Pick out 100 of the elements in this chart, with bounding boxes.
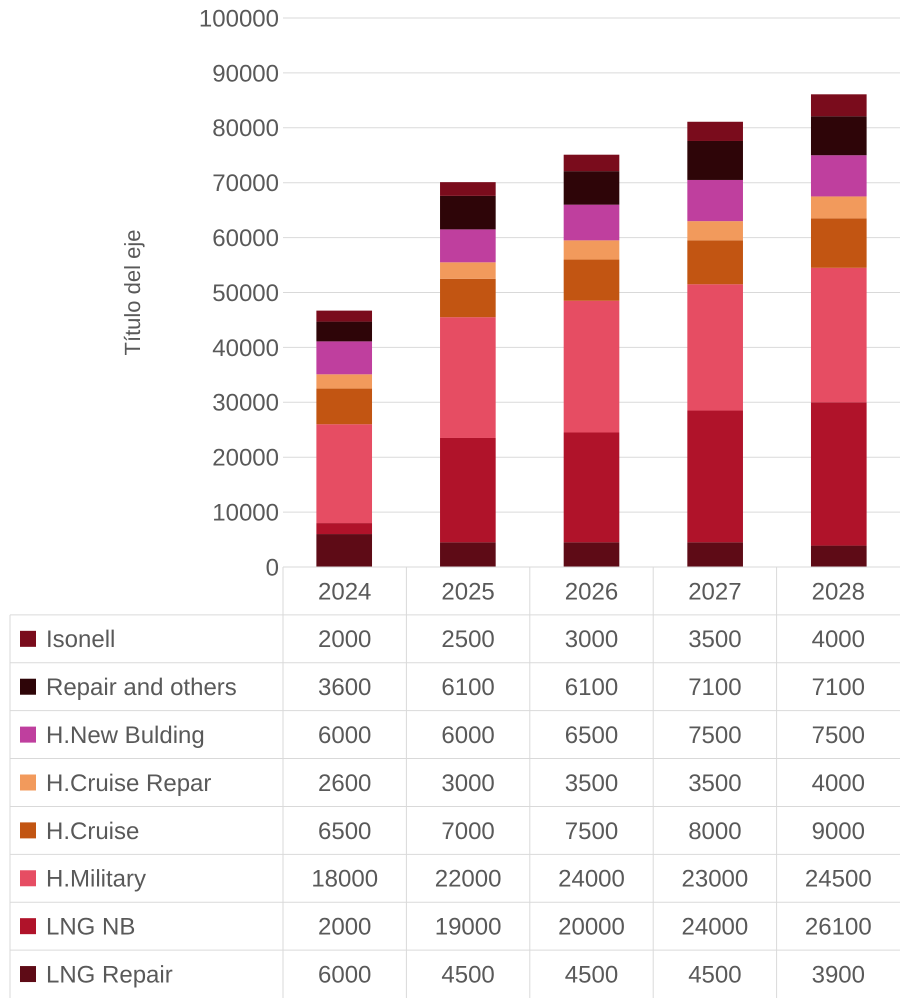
data-label: 4000 [812, 626, 865, 654]
bar [564, 432, 620, 542]
data-label: 2000 [318, 914, 372, 941]
bar [810, 196, 867, 218]
x-tick-label: 2026 [564, 578, 618, 606]
bar [316, 388, 372, 424]
bar [810, 268, 867, 402]
data-label: 24000 [682, 914, 748, 941]
bar [810, 94, 867, 116]
bar [564, 300, 620, 432]
data-label: 24000 [558, 866, 625, 893]
data-label: 3500 [688, 626, 742, 654]
data-label: 24500 [804, 866, 872, 893]
x-tick-label: 2027 [688, 578, 742, 606]
bar [440, 317, 496, 438]
bar [316, 374, 372, 389]
data-label: 4000 [812, 770, 865, 797]
bar [564, 260, 620, 301]
data-label: 4500 [688, 961, 742, 988]
y-tick-label: 20000 [212, 444, 279, 472]
data-label: 3500 [564, 770, 618, 797]
bar [564, 154, 620, 172]
data-label: 7100 [812, 674, 865, 702]
bar [687, 122, 743, 141]
legend-label: H.Military [46, 866, 146, 893]
data-label: 3900 [812, 961, 865, 988]
bar [316, 424, 372, 524]
data-label: 4500 [441, 961, 495, 988]
x-tick-label: 2028 [812, 578, 865, 606]
data-label: 7100 [688, 674, 742, 702]
data-label: 9000 [812, 818, 865, 845]
data-label: 3000 [564, 626, 618, 654]
bar [687, 240, 743, 284]
bar [440, 196, 496, 230]
legend-label: H.Cruise [46, 818, 140, 845]
data-label: 7500 [812, 722, 865, 750]
bar [687, 180, 743, 222]
data-label: 7000 [441, 818, 495, 845]
data-label: 6000 [318, 961, 372, 988]
bar [440, 542, 496, 567]
bar [316, 341, 372, 374]
bar [687, 221, 743, 240]
bar [564, 240, 620, 260]
y-tick-label: 90000 [212, 60, 279, 88]
legend-label: H.New Bulding [46, 722, 205, 750]
data-label: 22000 [434, 866, 502, 893]
data-label: 20000 [558, 914, 625, 941]
bar [440, 438, 496, 542]
bar [687, 284, 743, 411]
data-label: 6000 [318, 722, 372, 750]
legend-label: Repair and others [46, 674, 237, 702]
bar [687, 542, 743, 567]
legend-label: LNG Repair [46, 961, 173, 988]
y-tick-label: 60000 [212, 225, 279, 252]
data-label: 18000 [311, 866, 378, 893]
data-label: 6500 [318, 818, 372, 845]
bar [687, 140, 743, 180]
data-label: 6000 [441, 722, 495, 750]
data-label: 3500 [688, 770, 742, 797]
data-label: 2500 [441, 626, 495, 654]
bar [440, 182, 496, 196]
y-tick-label: 40000 [212, 334, 279, 362]
y-tick-label: 100000 [198, 5, 279, 32]
legend-label: LNG NB [46, 914, 136, 941]
data-label: 2000 [318, 626, 372, 654]
data-label: 6100 [441, 674, 495, 702]
y-tick-label: 50000 [212, 280, 279, 307]
data-label: 4500 [564, 961, 618, 988]
bar [316, 523, 372, 534]
bar [440, 278, 496, 318]
bar [810, 402, 867, 546]
y-tick-label: 70000 [212, 170, 279, 198]
data-label: 26100 [804, 914, 872, 941]
data-label: 7500 [688, 722, 742, 750]
bar [316, 534, 372, 567]
data-label: 2600 [318, 770, 372, 797]
y-tick-label: 30000 [212, 390, 279, 417]
data-label: 3000 [441, 770, 495, 797]
y-tick-label: 80000 [212, 115, 279, 142]
bar [810, 218, 867, 268]
bar [316, 310, 372, 322]
bar [810, 155, 867, 196]
data-label: 3600 [318, 674, 372, 702]
data-label: 8000 [688, 818, 742, 845]
bar [564, 204, 620, 240]
y-tick-label: 10000 [212, 500, 279, 526]
bar [810, 546, 867, 567]
bar [564, 171, 620, 205]
data-label: 7500 [564, 818, 618, 845]
legend-label: Isonell [46, 626, 116, 654]
bar [687, 410, 743, 542]
bar [440, 229, 496, 262]
x-tick-label: 2024 [318, 578, 372, 606]
data-label: 23000 [682, 866, 748, 893]
x-tick-label: 2025 [441, 578, 495, 606]
y-axis-title: Título del eje [120, 230, 145, 356]
legend-label: H.Cruise Repar [46, 770, 212, 797]
data-label: 6500 [564, 722, 618, 750]
bar [316, 322, 372, 342]
data-label: 19000 [434, 914, 502, 941]
